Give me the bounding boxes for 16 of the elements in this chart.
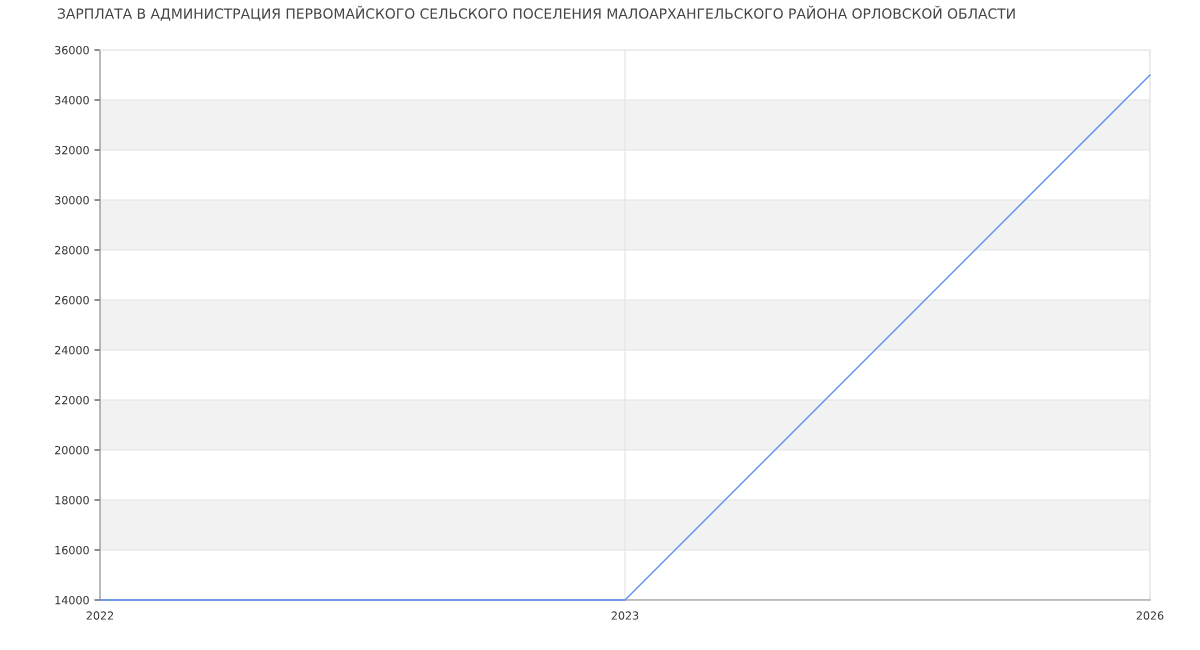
y-tick-label: 32000 [55, 145, 89, 155]
x-tick-label: 2022 [86, 611, 114, 620]
y-tick-label: 26000 [55, 295, 89, 305]
y-tick-label: 14000 [55, 595, 89, 605]
y-tick-label: 24000 [55, 345, 89, 355]
y-tick-label: 28000 [55, 245, 89, 255]
y-tick-label: 22000 [55, 395, 89, 405]
y-tick-label: 16000 [55, 545, 89, 555]
chart-title: ЗАРПЛАТА В АДМИНИСТРАЦИЯ ПЕРВОМАЙСКОГО СЕЛЬСКОГО ПОСЕЛЕНИЯ МАЛОАРХАНГЕЛЬСКОГО РАЙОНА ОРЛОВСКОЙ ОБЛАСТИ [57, 5, 1015, 21]
y-tick-label: 18000 [55, 495, 89, 505]
y-tick-label: 30000 [55, 195, 89, 205]
x-tick-label: 2023 [611, 611, 639, 620]
y-tick-label: 36000 [55, 45, 89, 55]
x-tick-label: 2026 [1136, 611, 1164, 620]
y-tick-label: 34000 [55, 95, 89, 105]
y-tick-label: 20000 [55, 445, 89, 455]
